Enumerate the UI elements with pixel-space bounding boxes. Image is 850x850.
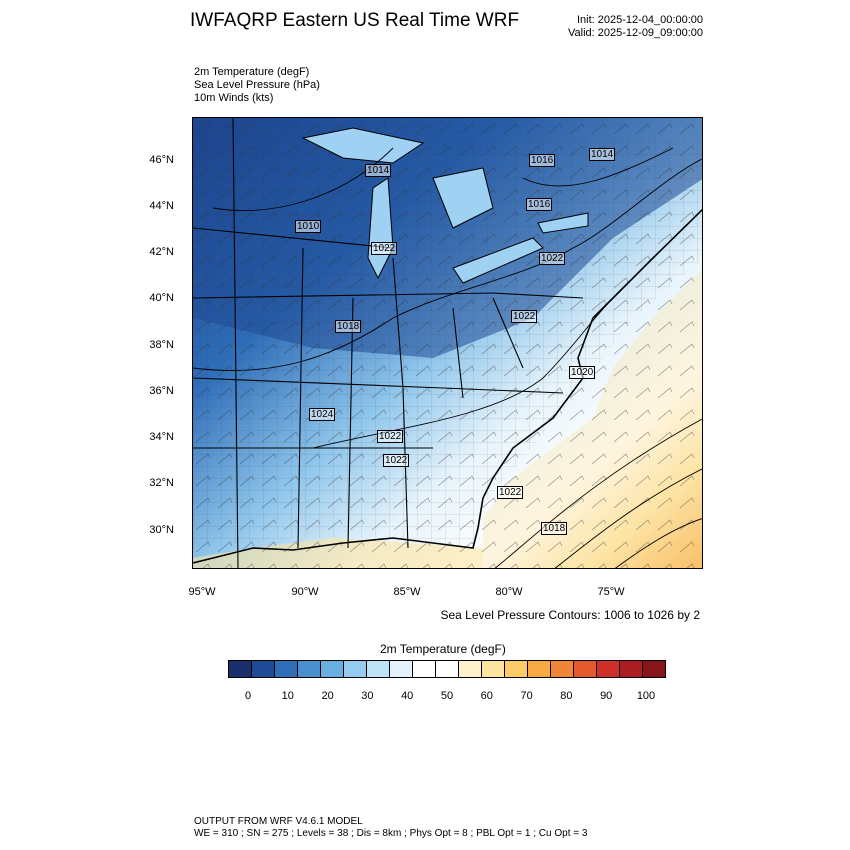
pressure-label: 1022: [383, 454, 410, 467]
colorbar-swatch: [528, 661, 551, 677]
colorbar-label: 80: [560, 690, 573, 702]
lat-label: 34°N: [149, 431, 174, 443]
pressure-label: 1010: [295, 220, 322, 233]
slp-contour-note: Sea Level Pressure Contours: 1006 to 102…: [440, 608, 701, 622]
pressure-label: 1018: [335, 320, 362, 333]
colorbar-label: 20: [321, 690, 334, 702]
colorbar-swatch: [505, 661, 528, 677]
pressure-label: 1014: [589, 148, 616, 161]
lon-label: 90°W: [291, 586, 319, 598]
field-pressure: Sea Level Pressure (hPa): [194, 79, 320, 91]
field-list: 2m Temperature (degF) Sea Level Pressure…: [194, 66, 320, 105]
pressure-label: 1014: [365, 164, 392, 177]
lake-erie: [452, 237, 544, 284]
colorbar-swatch: [620, 661, 643, 677]
colorbar-swatch: [252, 661, 275, 677]
lat-label: 30°N: [149, 524, 174, 536]
colorbar-label: 60: [480, 690, 493, 702]
colorbar-label: 30: [361, 690, 374, 702]
colorbar-swatch: [275, 661, 298, 677]
lat-label: 38°N: [149, 339, 174, 351]
field-temperature: 2m Temperature (degF): [194, 66, 310, 78]
colorbar-label: 40: [401, 690, 414, 702]
pressure-label: 1018: [541, 522, 568, 535]
model-version: OUTPUT FROM WRF V4.6.1 MODEL: [194, 816, 363, 827]
pressure-label: 1022: [539, 252, 566, 265]
colorbar-swatch: [229, 661, 252, 677]
colorbar-swatch: [413, 661, 436, 677]
colorbar-swatch: [551, 661, 574, 677]
lake-superior: [301, 127, 425, 164]
init-time: Init: 2025-12-04_00:00:00: [577, 14, 703, 26]
pressure-label: 1022: [371, 242, 398, 255]
temperature-colorbar: [228, 660, 666, 678]
lake-ontario: [537, 212, 589, 234]
pressure-label: 1022: [377, 430, 404, 443]
run-times: Init: 2025-12-04_00:00:00 Valid: 2025-12…: [568, 14, 703, 40]
lat-label: 46°N: [149, 154, 174, 166]
colorbar-title: 2m Temperature (degF): [380, 642, 506, 656]
model-config: WE = 310 ; SN = 275 ; Levels = 38 ; Dis …: [194, 828, 588, 839]
colorbar-swatch: [597, 661, 620, 677]
colorbar-swatch: [482, 661, 505, 677]
pressure-label: 1016: [529, 154, 556, 167]
pressure-label: 1022: [511, 310, 538, 323]
lat-label: 40°N: [149, 292, 174, 304]
map-canvas: [193, 118, 702, 568]
pressure-label: 1016: [526, 198, 553, 211]
weather-map: 1010 1014 1016 1014 1016 1022 1018 1022 …: [192, 117, 703, 569]
valid-time: Valid: 2025-12-09_09:00:00: [568, 27, 703, 39]
colorbar-swatch: [574, 661, 597, 677]
colorbar-swatch: [643, 661, 665, 677]
lon-label: 80°W: [495, 586, 523, 598]
colorbar-label: 100: [636, 690, 656, 702]
lat-label: 32°N: [149, 477, 174, 489]
state-borders: [193, 118, 584, 568]
pressure-label: 1020: [569, 366, 596, 379]
colorbar-swatch: [436, 661, 459, 677]
colorbar-swatch: [459, 661, 482, 677]
colorbar-label: 0: [244, 690, 252, 702]
colorbar-swatch: [390, 661, 413, 677]
pressure-label: 1022: [497, 486, 524, 499]
colorbar-swatch: [367, 661, 390, 677]
colorbar-swatch: [344, 661, 367, 677]
colorbar-label: 90: [600, 690, 613, 702]
lat-label: 36°N: [149, 385, 174, 397]
field-winds: 10m Winds (kts): [194, 92, 274, 104]
pressure-label: 1024: [309, 408, 336, 421]
colorbar-label: 70: [520, 690, 533, 702]
colorbar-label: 10: [281, 690, 294, 702]
colorbar-swatch: [298, 661, 321, 677]
plot-title: IWFAQRP Eastern US Real Time WRF: [190, 10, 520, 31]
lat-label: 42°N: [149, 246, 174, 258]
lat-label: 44°N: [149, 200, 174, 212]
lon-label: 95°W: [188, 586, 216, 598]
colorbar-label: 50: [440, 690, 454, 702]
lon-label: 85°W: [393, 586, 421, 598]
model-footer: OUTPUT FROM WRF V4.6.1 MODEL WE = 310 ; …: [194, 816, 587, 840]
coastline: [193, 208, 702, 564]
colorbar-swatch: [321, 661, 344, 677]
lon-label: 75°W: [597, 586, 625, 598]
lake-huron: [432, 167, 494, 229]
